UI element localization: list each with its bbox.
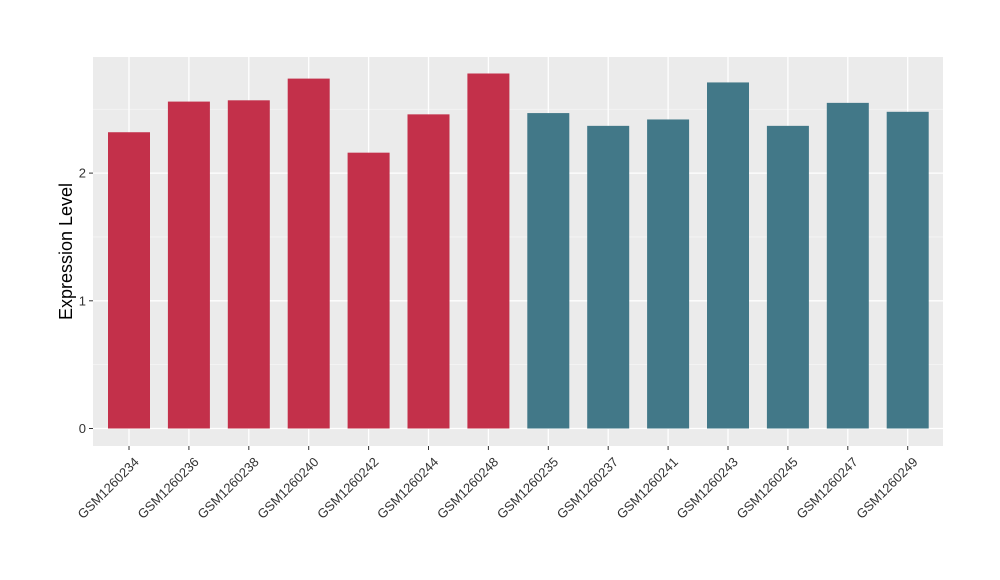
bar-GSM1260249: [886, 111, 929, 429]
plot-panel: [93, 57, 943, 446]
bar-GSM1260236: [167, 101, 210, 429]
bar-GSM1260242: [347, 152, 390, 429]
bars: [108, 73, 929, 429]
x-tick-label: GSM1260248: [434, 454, 501, 521]
bar-GSM1260244: [407, 114, 450, 429]
bar-GSM1260245: [766, 125, 809, 429]
bar-GSM1260234: [108, 132, 150, 429]
x-tick-label: GSM1260245: [733, 454, 800, 521]
x-tick-label: GSM1260234: [75, 454, 142, 521]
x-tick-label: GSM1260242: [314, 454, 381, 521]
x-tick-label: GSM1260237: [554, 454, 621, 521]
x-tick-label: GSM1260240: [254, 454, 321, 521]
bar-GSM1260235: [527, 113, 570, 429]
bar-GSM1260237: [587, 125, 630, 429]
bar-GSM1260241: [647, 119, 690, 429]
y-tick-label: 0: [79, 421, 86, 436]
x-tick-label: GSM1260243: [674, 454, 741, 521]
bar-GSM1260247: [826, 102, 869, 429]
x-tick-label: GSM1260249: [853, 454, 920, 521]
bar-GSM1260240: [287, 78, 330, 429]
bar-GSM1260248: [467, 73, 510, 429]
bar-GSM1260238: [227, 100, 270, 429]
x-tick-label: GSM1260238: [194, 454, 261, 521]
y-tick-label: 1: [79, 293, 86, 308]
bar-GSM1260243: [707, 82, 749, 429]
y-axis-title: Expression Level: [56, 183, 76, 320]
x-tick-label: GSM1260241: [614, 454, 681, 521]
x-tick-label: GSM1260247: [793, 454, 860, 521]
x-tick-label: GSM1260236: [134, 454, 201, 521]
y-axis: 0 1 2: [79, 166, 93, 436]
x-tick-label: GSM1260235: [494, 454, 561, 521]
y-tick-label: 2: [79, 166, 86, 181]
x-tick-label: GSM1260244: [374, 454, 441, 521]
x-axis: GSM1260234GSM1260236GSM1260238GSM1260240…: [75, 446, 921, 522]
